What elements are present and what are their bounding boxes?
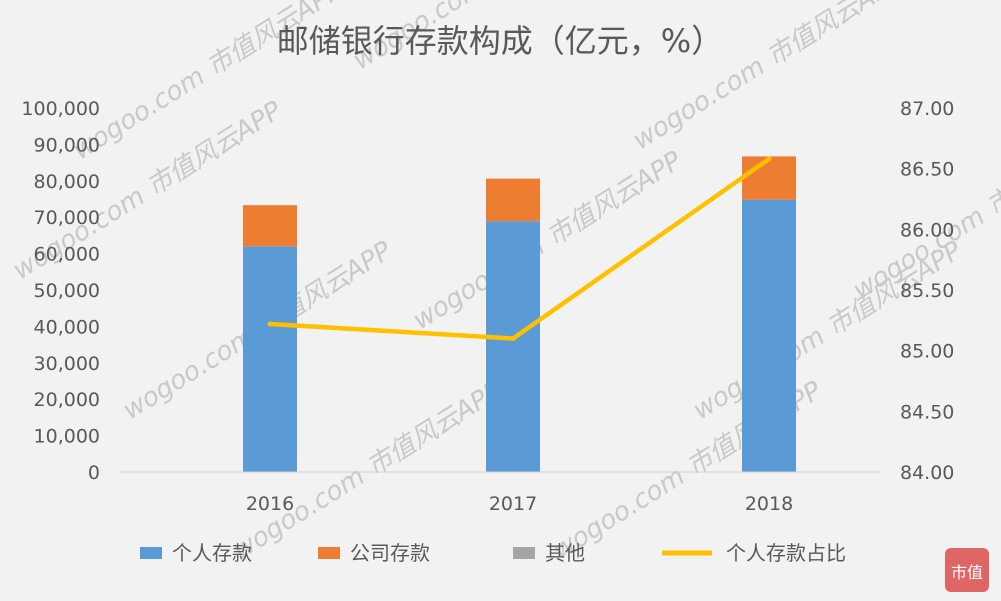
left-axis-tick-label: 50,000 bbox=[34, 280, 100, 302]
bar-segment-公司存款-2018 bbox=[742, 156, 796, 200]
legend: 个人存款 公司存款 其他 个人存款占比 bbox=[140, 541, 846, 565]
bar-segment-公司存款-2016 bbox=[243, 205, 297, 247]
left-axis-tick-label: 40,000 bbox=[34, 316, 100, 338]
right-axis-tick-label: 85.00 bbox=[900, 341, 954, 363]
line-point-2018 bbox=[766, 156, 772, 162]
legend-label-个人存款占比: 个人存款占比 bbox=[726, 541, 846, 565]
x-axis: 2016 2017 2018 bbox=[120, 471, 880, 515]
left-axis-tick-label: 10,000 bbox=[34, 426, 100, 448]
line-series-group bbox=[267, 156, 772, 342]
legend-label-其他: 其他 bbox=[545, 541, 585, 565]
right-axis-tick-label: 87.00 bbox=[900, 98, 954, 120]
right-y-axis: 84.00 84.50 85.00 85.50 86.00 86.50 87.00 bbox=[900, 98, 954, 484]
left-axis-tick-label: 30,000 bbox=[34, 353, 100, 375]
right-axis-tick-label: 86.50 bbox=[900, 159, 954, 181]
bar-series-group bbox=[243, 156, 796, 472]
legend-label-个人存款: 个人存款 bbox=[172, 541, 252, 565]
left-axis-tick-label: 0 bbox=[88, 462, 100, 484]
legend-swatch-其他 bbox=[513, 547, 535, 559]
left-y-axis: 0 10,000 20,000 30,000 40,000 50,000 60,000 70,… bbox=[21, 98, 100, 484]
legend-swatch-个人存款 bbox=[140, 547, 162, 559]
right-axis-tick-label: 85.50 bbox=[900, 280, 954, 302]
legend-label-公司存款: 公司存款 bbox=[350, 541, 430, 565]
legend-swatch-公司存款 bbox=[318, 547, 340, 559]
left-axis-tick-label: 70,000 bbox=[34, 207, 100, 229]
line-point-2017 bbox=[510, 336, 516, 342]
left-axis-tick-label: 20,000 bbox=[34, 389, 100, 411]
x-axis-tick-label: 2018 bbox=[745, 493, 793, 515]
line-point-2016 bbox=[267, 321, 273, 327]
x-axis-tick-label: 2017 bbox=[489, 493, 537, 515]
watermark-logo: 市值 bbox=[945, 548, 989, 592]
chart-title: 邮储银行存款构成（亿元，%） bbox=[277, 22, 723, 60]
left-axis-tick-label: 80,000 bbox=[34, 171, 100, 193]
right-axis-tick-label: 84.00 bbox=[900, 462, 954, 484]
x-axis-tick-label: 2016 bbox=[246, 493, 294, 515]
watermark-logo-text: 市值 bbox=[951, 563, 983, 582]
bar-segment-个人存款-2016 bbox=[243, 246, 297, 472]
right-axis-tick-label: 86.00 bbox=[900, 219, 954, 241]
watermark-logo-badge bbox=[945, 548, 989, 592]
left-axis-tick-label: 100,000 bbox=[21, 98, 100, 120]
right-axis-tick-label: 84.50 bbox=[900, 401, 954, 423]
bar-segment-个人存款-2017 bbox=[486, 221, 540, 472]
bar-segment-公司存款-2017 bbox=[486, 178, 540, 222]
left-axis-tick-label: 60,000 bbox=[34, 244, 100, 266]
bar-segment-个人存款-2018 bbox=[742, 199, 796, 472]
watermark-text: wogoo.com 市值风云APP bbox=[408, 146, 688, 336]
left-axis-tick-label: 90,000 bbox=[34, 134, 100, 156]
